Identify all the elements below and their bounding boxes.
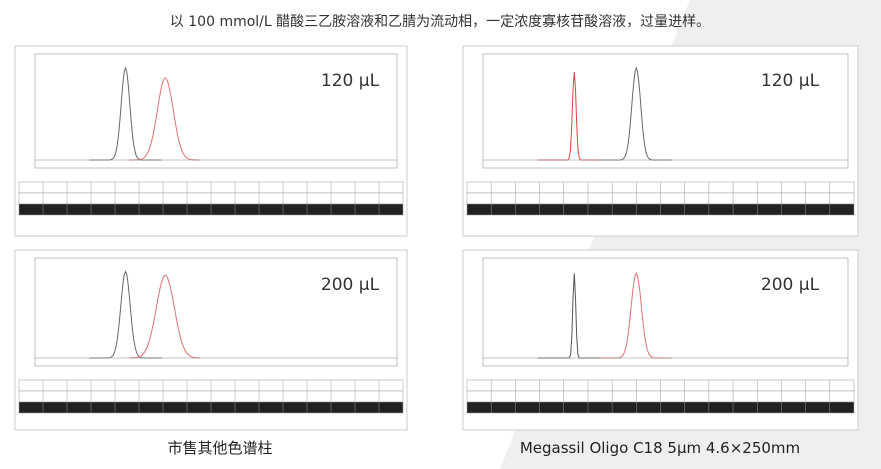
panels: 120 μL 200 μL 120 μL 200 μL	[14, 45, 859, 431]
title: 以 100 mmol/L 醋酸三乙胺溶液和乙腈为流动相，一定浓度寡核苷酸溶液，过…	[170, 13, 710, 30]
peak	[129, 77, 201, 161]
plot-frame	[34, 53, 398, 169]
volume-label: 200 μL	[321, 275, 380, 295]
volume-label: 120 μL	[761, 71, 820, 91]
plot-frame	[482, 257, 849, 367]
volume-label: 200 μL	[761, 275, 820, 295]
caption: 市售其他色谱柱	[167, 439, 272, 457]
plot-frame	[34, 257, 398, 367]
volume-label: 120 μL	[321, 71, 380, 91]
peak	[129, 274, 201, 359]
plot-frame	[482, 53, 849, 169]
caption: Megassil Oligo C18 5μm 4.6×250mm	[520, 439, 800, 457]
